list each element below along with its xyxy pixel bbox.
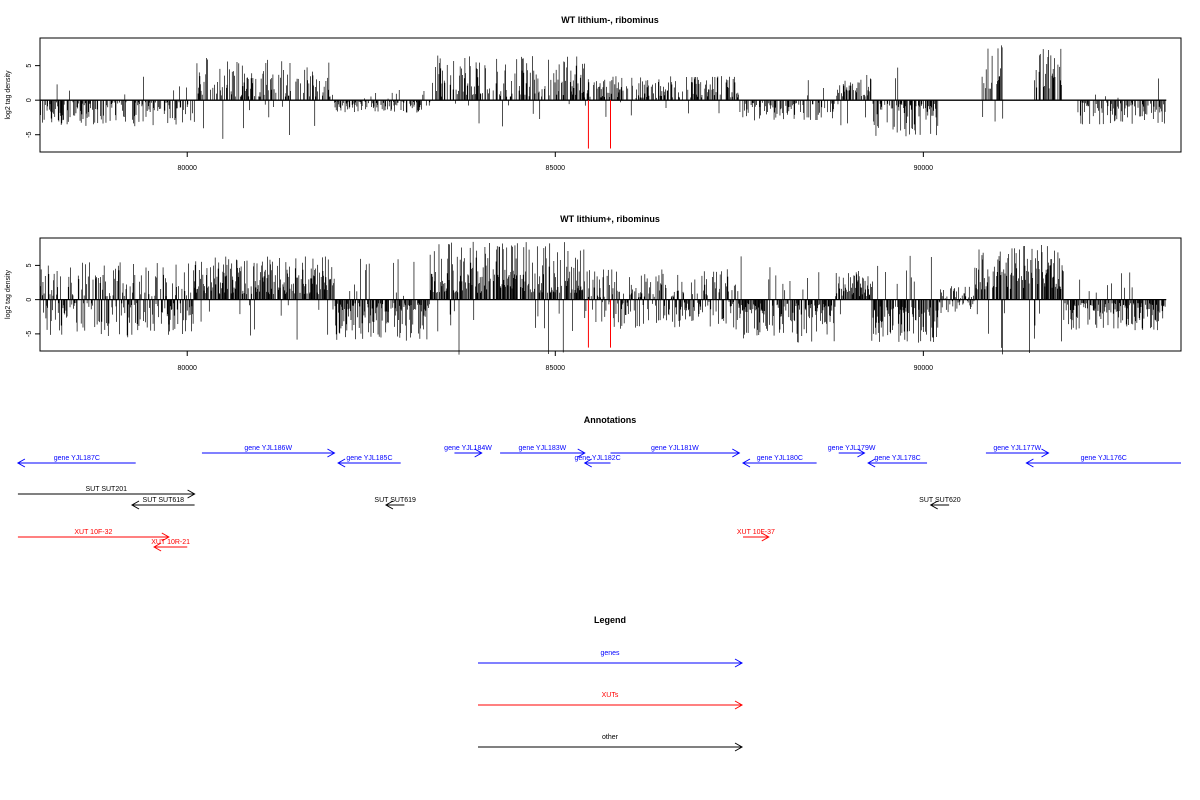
signal-panel-lithium-plus: WT lithium+, ribominus log2 tag density -5… [5,214,1182,372]
legend-entry: other [478,734,744,752]
legend-title: Legend [594,615,626,625]
chart-title: WT lithium+, ribominus [560,214,660,224]
annotation-feature: SUT SUT619 [374,497,416,510]
annotation-feature: gene YJL185C [337,455,401,468]
feature-label: gene YJL180C [757,455,803,462]
annotation-feature: gene YJL187C [16,455,136,468]
x-tick-label: 90000 [914,365,934,372]
feature-label: gene YJL177W [993,445,1041,452]
arrow-head [867,458,876,468]
feature-label: gene YJL182C [575,455,621,462]
legend-label: genes [600,650,620,657]
arrow-head [384,500,394,510]
y-tick-label: 0 [26,298,33,302]
arrow-head [327,448,336,458]
feature-label: gene YJL187C [54,455,100,462]
y-tick-label: 0 [26,98,33,102]
annotation-feature: gene YJL178C [867,455,928,468]
annotation-feature: gene YJL179W [828,445,876,458]
legend-entry: XUTs [478,692,744,710]
legend-label: XUTs [602,692,619,699]
arrow-head [1041,448,1050,458]
y-tick-label: -5 [26,331,33,337]
x-tick-label: 85000 [546,165,566,172]
annotation-feature: gene YJL180C [741,455,817,468]
arrow-head [857,448,866,458]
annotation-feature: gene YJL186W [201,445,336,458]
feature-label: gene YJL181W [651,445,699,452]
arrow-head [732,448,741,458]
annotation-feature: XUT 10F-37 [737,529,775,542]
feature-label: gene YJL179W [828,445,876,452]
arrow-head [16,458,26,468]
annotations-panel: Annotations gene YJL187C gene YJL186W gene … [16,415,1181,552]
y-tick-label: -5 [26,132,33,138]
feature-label: SUT SUT620 [919,497,961,504]
x-tick-label: 80000 [177,365,197,372]
annotation-feature: gene YJL182C [575,455,621,468]
plot-frame [39,37,1182,153]
annotation-feature: gene YJL177W [985,445,1050,458]
arrow-head [161,532,170,542]
arrow-head [337,458,346,468]
feature-label: gene YJL185C [346,455,392,462]
arrow-head [153,542,162,552]
annotation-feature: XUT 10R-21 [151,539,190,552]
feature-label: XUT 10R-21 [151,539,190,546]
x-tick-label: 85000 [546,365,566,372]
feature-label: gene YJL186W [244,445,292,452]
feature-label: XUT 10F-32 [74,529,112,536]
arrow-head [929,500,938,510]
annotation-feature: gene YJL181W [610,445,741,458]
signal-bars [39,241,1166,355]
x-tick-label: 80000 [177,165,197,172]
feature-label: gene YJL178C [874,455,920,462]
annotations-title: Annotations [584,415,637,425]
arrow-head [1025,458,1034,468]
arrow-head [187,489,196,499]
arrow-head [734,742,744,752]
annotation-feature: gene YJL183W [500,445,586,458]
arrow-head [577,448,586,458]
legend-entry: genes [478,650,744,668]
legend-panel: Legend genes XUTs other [478,615,744,752]
feature-label: SUT SUT201 [86,486,128,493]
arrow-head [741,458,751,468]
legend-label: other [602,734,619,741]
feature-label: SUT SUT618 [143,497,185,504]
feature-label: gene YJL176C [1081,455,1127,462]
y-axis-label: log2 tag density [5,70,12,120]
y-tick-label: 5 [26,263,33,267]
signal-panel-lithium-minus: WT lithium-, ribominus log2 tag density -5… [5,15,1182,172]
arrow-head [583,458,592,468]
annotation-feature: gene YJL184W [444,445,492,458]
annotation-feature: SUT SUT620 [919,497,961,510]
feature-label: gene YJL184W [444,445,492,452]
annotation-feature: SUT SUT201 [17,486,196,499]
x-tick-label: 90000 [914,165,934,172]
annotation-feature: gene YJL176C [1025,455,1181,468]
arrow-head [761,532,770,542]
arrow-head [474,448,483,458]
feature-label: XUT 10F-37 [737,529,775,536]
annotation-feature: SUT SUT618 [131,497,195,510]
annotation-feature: XUT 10F-32 [17,529,170,542]
feature-label: gene YJL183W [519,445,567,452]
feature-label: SUT SUT619 [374,497,416,504]
y-tick-label: 5 [26,64,33,68]
arrow-head [734,658,744,668]
y-axis-label: log2 tag density [5,269,12,319]
arrow-head [734,700,744,710]
signal-bars [40,45,1166,139]
arrow-head [131,500,140,510]
chart-title: WT lithium-, ribominus [561,15,659,25]
